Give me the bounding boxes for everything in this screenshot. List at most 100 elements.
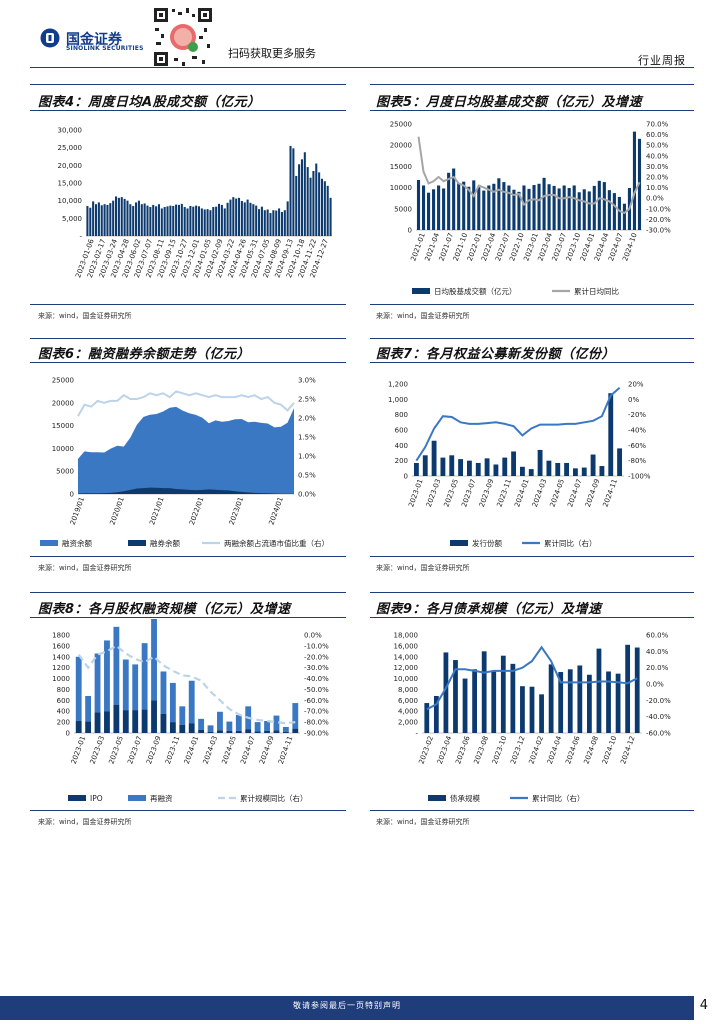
chart5-y2-tick: 40.0% bbox=[646, 152, 669, 160]
chart4-bar bbox=[295, 175, 298, 236]
chart4-bar bbox=[286, 201, 289, 236]
chart7-bar bbox=[564, 462, 570, 476]
chart4-bar bbox=[192, 206, 195, 236]
chart4-bar bbox=[92, 201, 95, 236]
chart9-bar bbox=[606, 671, 611, 733]
chart6-title: 图表6：融资融券余额走势（亿元） bbox=[38, 347, 251, 362]
chart4-bar bbox=[129, 204, 132, 236]
chart8-x-tick: 2024-05 bbox=[220, 735, 238, 765]
chart7-y-tick: 1,200 bbox=[388, 381, 408, 389]
chart4-bar bbox=[100, 205, 103, 236]
chart5-bar bbox=[467, 186, 471, 230]
chart6-x-tick: 2024/01 bbox=[267, 496, 284, 526]
chart7-y2-tick: -60% bbox=[628, 442, 646, 450]
chart5-bar bbox=[587, 191, 591, 230]
chart8-y2-tick: -50.0% bbox=[304, 686, 329, 694]
chart7-x-tick: 2024-09 bbox=[584, 478, 602, 508]
chart9-y-tick: 8,000 bbox=[398, 686, 418, 694]
chart8-bar-ipo bbox=[75, 721, 82, 733]
chart8-bar-ipo bbox=[94, 712, 101, 733]
chart7-x-tick: 2024-11 bbox=[602, 478, 620, 508]
chart6-top-rule bbox=[30, 338, 346, 339]
chart8-bar-ipo bbox=[198, 729, 205, 733]
qr-code-icon[interactable] bbox=[152, 6, 214, 68]
chart7-y-tick: 600 bbox=[395, 427, 408, 435]
chart7-title-rule bbox=[370, 362, 694, 363]
chart4: 30,000 25,000 20,000 15,000 10,000 5,000-2023… bbox=[30, 112, 344, 302]
chart4-bar bbox=[140, 204, 143, 236]
chart9-y-tick: 14,000 bbox=[394, 653, 419, 661]
chart4-bar bbox=[132, 205, 135, 236]
chart8-bar-refinance bbox=[292, 703, 299, 729]
chart8-bar-ipo bbox=[245, 729, 252, 733]
chart7-bar bbox=[440, 457, 446, 476]
chart6-x-tick: 2022/01 bbox=[188, 496, 205, 526]
chart4-bar bbox=[186, 208, 189, 236]
chart7-bar bbox=[484, 458, 490, 476]
chart7-bar bbox=[528, 469, 534, 476]
chart9-bar bbox=[472, 669, 477, 733]
chart9-bar bbox=[462, 678, 468, 733]
chart4-bar bbox=[215, 206, 218, 236]
chart7-source: 来源：wind，国金证券研究所 bbox=[376, 564, 470, 572]
chart8-bar-refinance bbox=[169, 682, 176, 723]
chart4-bar bbox=[94, 204, 98, 236]
chart4-bar bbox=[252, 204, 255, 236]
chart7-legend-label: 发行份额 bbox=[472, 538, 502, 548]
chart9-x-tick: 2023-02 bbox=[418, 735, 436, 765]
chart7-bar bbox=[413, 462, 419, 476]
chart5-bar bbox=[416, 179, 421, 230]
chart7-bar bbox=[590, 454, 596, 476]
chart4-bar bbox=[152, 204, 155, 236]
chart6-source: 来源：wind，国金证券研究所 bbox=[38, 564, 132, 572]
chart6-area-short bbox=[78, 487, 294, 494]
chart5-svg: 25000 20000 15000 10000 5000 0 70.0% 60.0% 50.0%… bbox=[390, 121, 671, 297]
chart6-legend-swatch bbox=[128, 540, 146, 546]
chart8-bar-refinance bbox=[198, 718, 205, 730]
chart7-bar bbox=[458, 459, 464, 476]
chart8-bar-ipo bbox=[122, 710, 129, 733]
chart4-bar bbox=[172, 205, 175, 236]
chart8-source: 来源：wind，国金证券研究所 bbox=[38, 818, 132, 826]
chart7-svg: 1,200 1,000 800 600 400 200 0 20% 0% -20% -40% -60%… bbox=[388, 381, 651, 549]
chart9-bar bbox=[510, 663, 516, 733]
chart5-bar bbox=[617, 196, 621, 230]
chart8-x-tick: 2023-01 bbox=[70, 735, 88, 765]
chart4-bar bbox=[258, 209, 261, 236]
chart5-bar bbox=[432, 189, 436, 230]
chart7-title: 图表7：各月权益公募新发份额（亿份） bbox=[376, 347, 616, 362]
chart8-bar-ipo bbox=[151, 700, 157, 733]
chart4-bar bbox=[303, 152, 306, 236]
chart5-y2-tick: 60.0% bbox=[646, 131, 669, 139]
chart4-bar bbox=[220, 204, 223, 236]
chart7-line bbox=[415, 387, 621, 462]
chart4-bar bbox=[166, 206, 169, 236]
chart7-x-tick: 2024-05 bbox=[549, 478, 567, 508]
header-divider bbox=[30, 67, 694, 68]
chart7-bar bbox=[466, 460, 472, 476]
chart9-x-tick: 2023-06 bbox=[454, 734, 472, 765]
chart5-y2-tick: 20.0% bbox=[646, 174, 669, 182]
chart4-bar bbox=[86, 205, 89, 236]
footer-bar bbox=[0, 996, 694, 1020]
chart8-x-tick: 2023-09 bbox=[145, 735, 163, 765]
chart8-bar-ipo bbox=[273, 730, 280, 733]
chart8-y2-tick: -60.0% bbox=[304, 697, 329, 705]
chart5-bar bbox=[602, 182, 606, 230]
chart8-bar-ipo bbox=[132, 710, 139, 733]
chart9-x-tick: 2024-06 bbox=[564, 734, 582, 765]
chart8-y-tick: 800 bbox=[57, 686, 70, 694]
chart8-bar-ipo bbox=[235, 730, 242, 733]
chart9-title-rule bbox=[370, 617, 694, 618]
chart5-bar bbox=[557, 188, 561, 230]
chart5-bar bbox=[522, 185, 526, 230]
chart8-x-tick: 2024-09 bbox=[258, 735, 276, 765]
report-type: 行业周报 bbox=[638, 54, 686, 67]
chart7-y2-tick: -40% bbox=[628, 427, 646, 435]
chart7-bar bbox=[502, 457, 508, 476]
chart4-bar bbox=[229, 199, 232, 236]
chart4-bar bbox=[120, 197, 123, 236]
chart6-title-rule bbox=[30, 362, 346, 363]
chart4-bar bbox=[312, 170, 315, 236]
chart4-bar bbox=[212, 207, 215, 236]
